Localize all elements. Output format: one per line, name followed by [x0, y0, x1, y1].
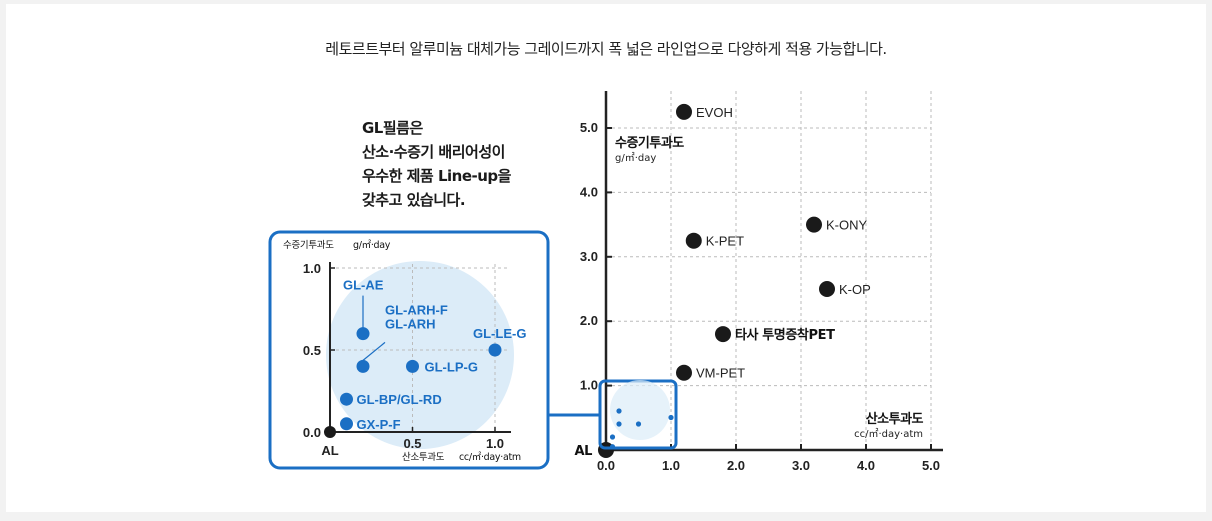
inset-y-tick-label: 1.0 [303, 261, 321, 276]
zoom-dot [609, 434, 616, 440]
inset-bubble [326, 261, 514, 449]
inset-data-point [356, 359, 370, 373]
inset-data-point [340, 392, 353, 406]
zoom-dot [609, 444, 616, 450]
inset-data-point [488, 343, 502, 357]
x-tick-label: 2.0 [727, 458, 745, 473]
inset-leader-line [362, 341, 386, 361]
inset-xlabel-unit: cc/㎡·day·atm [459, 452, 521, 463]
y-tick-label: 1.0 [580, 378, 598, 393]
data-point [819, 281, 835, 297]
data-point [806, 216, 822, 233]
inset-ylabel-unit: g/㎡·day [353, 240, 391, 251]
inset-x-tick-label: 0.5 [403, 436, 421, 451]
inset-data-point [356, 327, 370, 341]
inset-point-label: GL-BP/GL-RD [357, 392, 442, 407]
inset-y-tick-label: 0.5 [303, 343, 321, 358]
inset-point-label: GL-LE-G [473, 326, 526, 341]
y-tick-label: 5.0 [580, 120, 598, 135]
inset-point-label: AL [321, 443, 338, 458]
y-tick-label: 2.0 [580, 313, 598, 328]
point-label: EVOH [696, 105, 733, 120]
x-tick-label: 1.0 [662, 458, 680, 473]
point-label: AL [574, 444, 592, 459]
zoom-dot [635, 421, 642, 427]
y-tick-label: 3.0 [580, 249, 598, 264]
x-tick-label: 4.0 [857, 458, 875, 473]
point-label: VM-PET [696, 366, 745, 381]
x-tick-label: 0.0 [597, 458, 615, 473]
main-y-axis-title: 수증기투과도 g/㎡·day [615, 136, 685, 164]
inset-xlabel: 산소투과도 [402, 452, 445, 463]
y-tick-label: 4.0 [580, 184, 598, 199]
description-note: GL필름은 산소·수증기 배리어성이 우수한 제품 Line-up을 갖추고 있… [362, 116, 511, 212]
main-xlabel: 산소투과도 [866, 411, 924, 427]
zoom-dot [668, 414, 674, 421]
main-x-axis-title: 산소투과도 cc/㎡·day·atm [854, 411, 924, 440]
inset-data-point [324, 426, 336, 438]
note-line: 산소·수증기 배리어성이 [362, 143, 505, 161]
data-point [676, 103, 692, 120]
point-label: K-OP [839, 282, 871, 297]
inset-point-label: GL-LP-G [425, 359, 478, 374]
main-ylabel: 수증기투과도 [615, 136, 684, 151]
inset-point-label: GX-P-F [357, 417, 401, 432]
inset-x-tick-label: 1.0 [486, 436, 504, 451]
main-axes [604, 91, 943, 452]
inset-point-label: GL-AE [343, 278, 384, 293]
inset-ylabel: 수증기투과도 [283, 240, 334, 251]
note-line: 우수한 제품 Line-up을 [362, 167, 511, 185]
main-ylabel-unit: g/㎡·day [615, 152, 656, 164]
zoom-dot [616, 408, 622, 414]
inset-data-point [340, 417, 353, 431]
note-line: 갖추고 있습니다. [362, 191, 466, 209]
inset-y-tick-label: 0.0 [303, 425, 321, 440]
zoom-bubble [610, 380, 670, 440]
point-label: K-PET [706, 234, 744, 249]
point-label: 타사 투명증착PET [735, 327, 835, 343]
main-grid [606, 91, 932, 450]
inset-point-label: GL-ARH-F GL-ARH [385, 302, 448, 331]
data-point [676, 364, 692, 381]
data-point [715, 326, 731, 343]
note-line: GL필름은 [362, 119, 423, 137]
inset-x-axis-title: 산소투과도 cc/㎡·day·atm [402, 452, 521, 463]
point-label: K-ONY [826, 218, 868, 233]
headline: 레토르트부터 알루미늄 대체가능 그레이드까지 폭 넓은 라인업으로 다양하게 … [325, 40, 887, 58]
main-ticks: 1.0 2.0 3.0 4.0 5.0 0.0 1.0 2.0 3.0 4.0 5.0 [580, 120, 940, 473]
zoom-dots [609, 408, 674, 450]
zoom-dot [616, 421, 622, 427]
data-point [685, 232, 702, 249]
x-tick-label: 3.0 [792, 458, 810, 473]
inset-ticks: 0.0 0.5 1.0 0.5 1.0 [303, 261, 504, 451]
main-xlabel-unit: cc/㎡·day·atm [854, 428, 923, 440]
inset-axes [329, 262, 511, 433]
inset-y-axis-title: 수증기투과도 g/㎡·day [283, 240, 391, 251]
inset-data-point [406, 359, 419, 373]
x-tick-label: 5.0 [922, 458, 940, 473]
